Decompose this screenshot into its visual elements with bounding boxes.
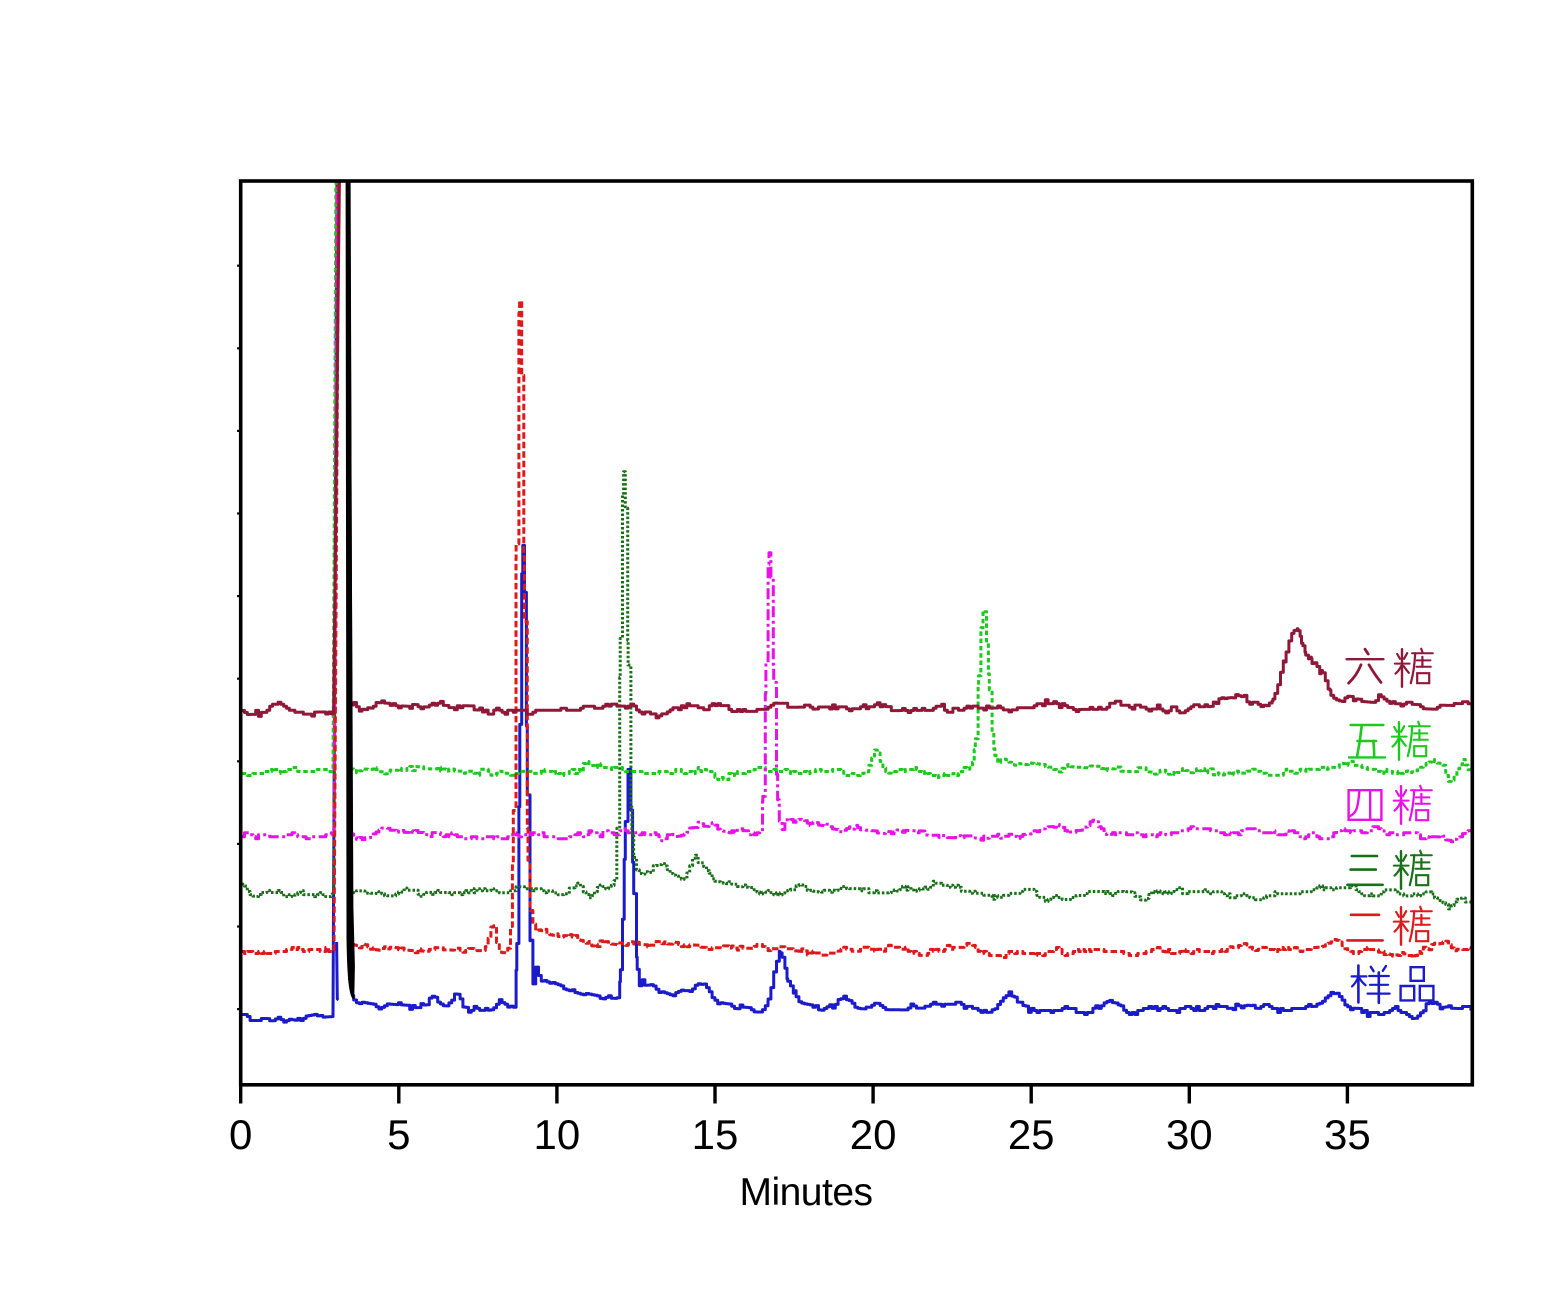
svg-text:25: 25 [1008, 1111, 1055, 1158]
svg-text:35: 35 [1324, 1111, 1371, 1158]
svg-text:15: 15 [692, 1111, 739, 1158]
svg-text:5: 5 [387, 1111, 410, 1158]
svg-text:10: 10 [534, 1111, 581, 1158]
svg-text:20: 20 [850, 1111, 897, 1158]
svg-text:0: 0 [229, 1111, 252, 1158]
svg-text:Minutes: Minutes [739, 1171, 872, 1214]
svg-text:30: 30 [1166, 1111, 1213, 1158]
